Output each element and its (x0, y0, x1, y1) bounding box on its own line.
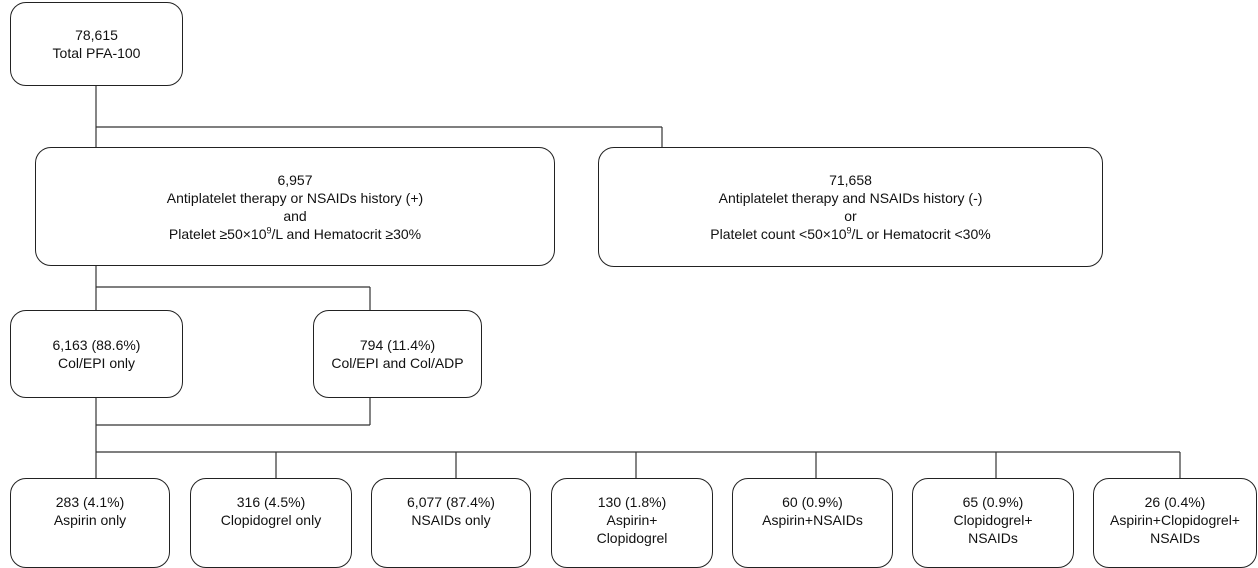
node-text: Clopidogrel (596, 530, 668, 546)
node-text: 71,658 (829, 172, 872, 188)
flow-node: 26 (0.4%) Aspirin+Clopidogrel+ NSAIDs (1093, 478, 1257, 568)
superscript: 9 (846, 225, 852, 236)
node-text: 794 (11.4%) (359, 337, 436, 353)
node-text: Aspirin+Clopidogrel+ (1110, 512, 1240, 528)
flow-node: 6,957 Antiplatelet therapy or NSAIDs hist… (35, 147, 555, 266)
flow-node: 71,658 Antiplatelet therapy and NSAIDs hi… (598, 147, 1103, 267)
node-text: 6,957 (277, 171, 313, 188)
flow-node: 65 (0.9%) Clopidogrel+ NSAIDs (912, 478, 1074, 568)
node-text: Col/EPI and Col/ADP (331, 355, 464, 371)
node-text: 60 (0.9%) (782, 494, 843, 510)
node-text: Aspirin+ (606, 512, 658, 528)
node-text: 316 (4.5%) (236, 494, 306, 510)
node-text: 6,163 (88.6%) (52, 337, 141, 353)
text-part: /L or Hematocrit <30% (851, 226, 991, 242)
flow-node: 130 (1.8%) Aspirin+ Clopidogrel (551, 478, 713, 568)
node-text: Platelet ≥50×109/L and Hematocrit ≥30% (169, 225, 421, 243)
text-part: /L and Hematocrit ≥30% (271, 225, 422, 242)
node-text: 130 (1.8%) (597, 494, 667, 510)
node-text: and (283, 207, 307, 224)
node-text: or (844, 208, 857, 224)
node-text: Antiplatelet therapy or NSAIDs history (… (166, 189, 424, 206)
node-text: NSAIDs only (411, 512, 491, 528)
node-text: Clopidogrel only (220, 512, 322, 528)
node-text: NSAIDs (968, 530, 1018, 546)
node-text: Total PFA-100 (52, 45, 141, 61)
superscript: 9 (266, 224, 272, 235)
node-text: Clopidogrel+ (953, 512, 1033, 528)
node-text: 26 (0.4%) (1144, 494, 1206, 510)
node-text: Platelet count <50×109/L or Hematocrit <… (710, 225, 990, 243)
flow-node: 6,163 (88.6%) Col/EPI only (10, 310, 183, 398)
node-text: 78,615 (75, 27, 118, 43)
node-text: Aspirin+NSAIDs (762, 512, 863, 528)
node-text: Antiplatelet therapy and NSAIDs history … (718, 190, 983, 206)
flow-node: 60 (0.9%) Aspirin+NSAIDs (732, 478, 893, 568)
flow-node: 283 (4.1%) Aspirin only (10, 478, 170, 568)
flow-node: 316 (4.5%) Clopidogrel only (190, 478, 352, 568)
node-text: 65 (0.9%) (962, 494, 1024, 510)
flow-node: 6,077 (87.4%) NSAIDs only (371, 478, 531, 568)
text-part: Platelet count <50×10 (710, 226, 847, 242)
flow-node: 794 (11.4%) Col/EPI and Col/ADP (313, 310, 482, 398)
node-text: 6,077 (87.4%) (407, 494, 495, 510)
text-part: Platelet ≥50×10 (168, 225, 267, 242)
node-text: Col/EPI only (57, 355, 136, 371)
node-text: 283 (4.1%) (55, 494, 125, 510)
node-text: NSAIDs (1150, 530, 1200, 546)
node-text: Aspirin only (53, 512, 127, 528)
flow-node: 78,615 Total PFA-100 (10, 2, 183, 86)
